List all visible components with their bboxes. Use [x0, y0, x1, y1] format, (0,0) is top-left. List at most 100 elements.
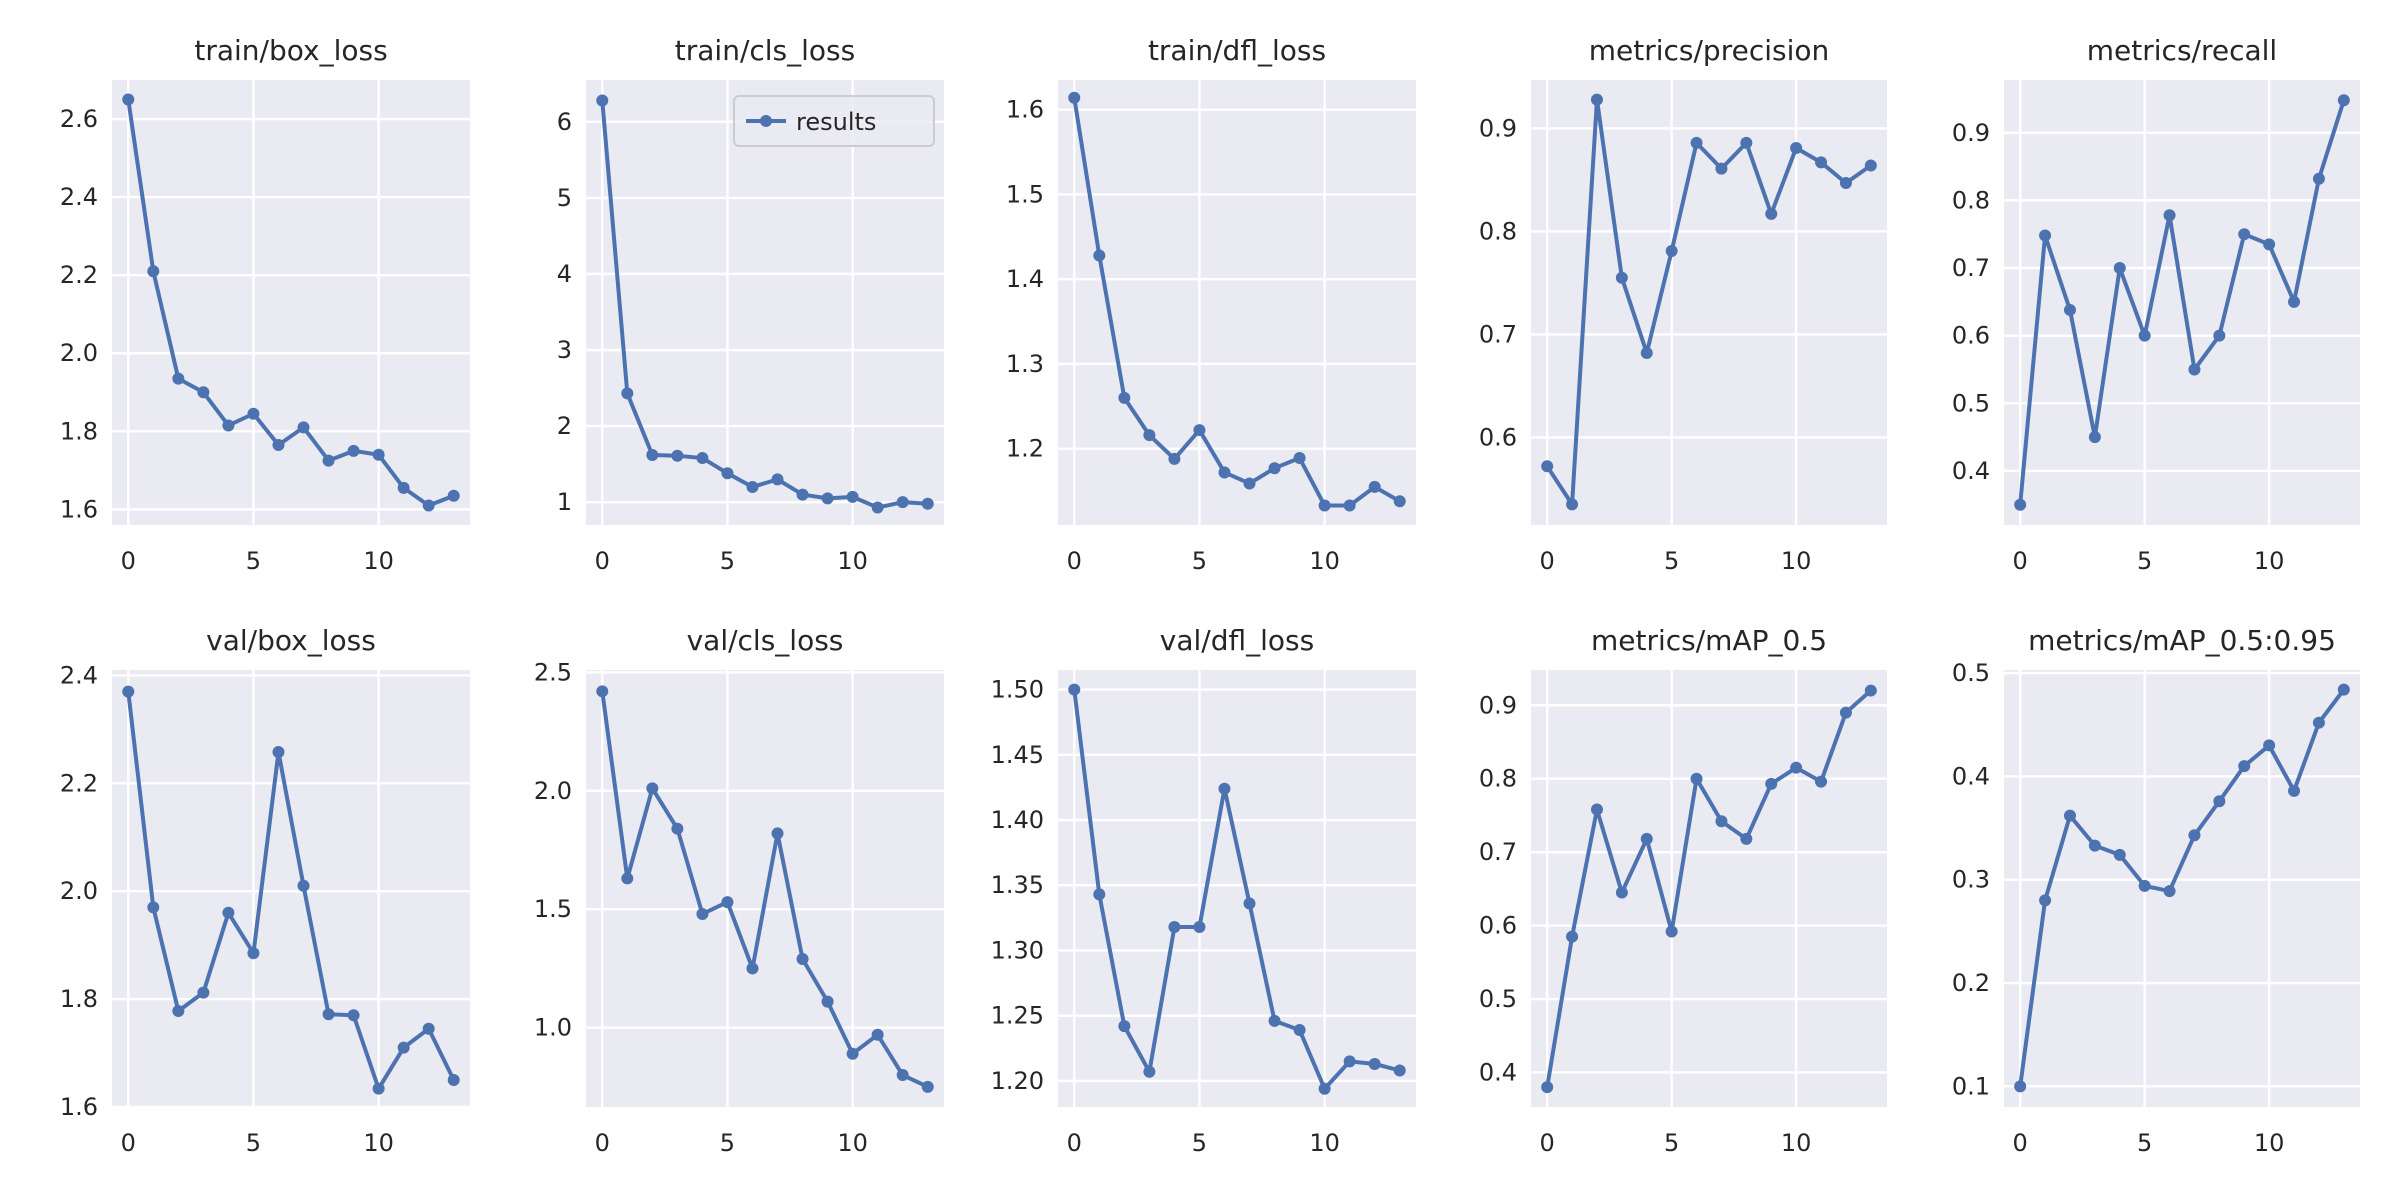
x-tick-label: 10	[2254, 547, 2285, 575]
data-point	[596, 685, 609, 698]
y-tick-label: 2.4	[60, 183, 98, 211]
x-tick-label: 5	[1192, 547, 1207, 575]
subplot-train-dfl-loss: 1.2 1.3 1.4 1.5 1.6 0 5 10 train/dfl_loss	[1006, 34, 1416, 575]
data-point	[2312, 716, 2325, 729]
y-tick-label: 1.50	[991, 676, 1044, 704]
data-point	[1168, 452, 1181, 465]
data-point	[1193, 920, 1206, 933]
data-point	[921, 497, 934, 510]
data-point	[2113, 848, 2126, 861]
y-tick-label: 0.8	[1952, 186, 1990, 214]
x-tick-label: 5	[1664, 1129, 1679, 1157]
x-tick-label: 5	[2137, 547, 2152, 575]
data-point	[2337, 683, 2350, 696]
data-point	[871, 1028, 884, 1041]
data-point	[621, 387, 634, 400]
series-line-results	[1072, 689, 1401, 1091]
data-point	[197, 986, 210, 999]
x-tick-label: 0	[121, 1129, 136, 1157]
data-point	[1864, 684, 1877, 697]
data-point	[1640, 832, 1653, 845]
y-tick-label: 2.0	[534, 777, 572, 805]
x-tick-label: 10	[1781, 1129, 1812, 1157]
data-point	[1143, 1065, 1156, 1078]
data-point	[1541, 460, 1554, 473]
data-point	[1590, 803, 1603, 816]
axes-background	[112, 80, 470, 525]
data-point	[1168, 920, 1181, 933]
subplot-title: metrics/mAP_0.5:0.95	[2028, 624, 2336, 657]
data-point	[696, 452, 709, 465]
x-tick-label: 0	[595, 1129, 610, 1157]
x-tick-label: 5	[246, 547, 261, 575]
data-point	[147, 901, 160, 914]
y-tick-label: 2.2	[60, 261, 98, 289]
x-tick-label: 10	[1309, 1129, 1340, 1157]
data-point	[1566, 498, 1579, 511]
data-point	[721, 467, 734, 480]
data-point	[322, 454, 335, 467]
y-tick-label: 1.3	[1006, 350, 1044, 378]
axes-background	[2004, 670, 2360, 1107]
x-tick-label: 5	[1664, 547, 1679, 575]
data-point	[1318, 499, 1331, 512]
x-tick-label: 5	[1192, 1129, 1207, 1157]
y-tick-label: 0.5	[1479, 985, 1517, 1013]
data-point	[2014, 498, 2027, 511]
data-point	[1118, 1020, 1131, 1033]
y-tick-label: 1.25	[991, 1002, 1044, 1030]
y-tick-label: 0.3	[1952, 866, 1990, 894]
subplot-title: train/dfl_loss	[1148, 34, 1326, 67]
x-tick-label: 10	[2254, 1129, 2285, 1157]
x-tick-label: 5	[720, 1129, 735, 1157]
data-point	[2263, 739, 2276, 752]
data-point	[1368, 1057, 1381, 1070]
y-tick-label: 1.40	[991, 806, 1044, 834]
y-tick-label: 0.6	[1952, 322, 1990, 350]
data-point	[696, 907, 709, 920]
data-point	[1790, 761, 1803, 774]
y-tick-label: 1.6	[60, 495, 98, 523]
data-point	[846, 1047, 859, 1060]
x-tick-label: 5	[246, 1129, 261, 1157]
subplot-title: train/box_loss	[194, 34, 387, 67]
x-tick-label: 10	[363, 1129, 394, 1157]
data-point	[796, 488, 809, 501]
y-tick-label: 2	[557, 412, 572, 440]
subplot-title: train/cls_loss	[675, 34, 855, 67]
data-point	[1839, 177, 1852, 190]
y-tick-label: 0.8	[1479, 765, 1517, 793]
x-tick-label: 0	[1067, 1129, 1082, 1157]
x-tick-label: 0	[1540, 1129, 1555, 1157]
data-point	[2238, 228, 2251, 241]
data-point	[1665, 244, 1678, 257]
data-point	[1243, 477, 1256, 490]
x-tick-label: 0	[1067, 547, 1082, 575]
data-point	[347, 1009, 360, 1022]
subplot-val-dfl-loss: 1.20 1.25 1.30 1.35 1.40 1.45 1.50 0 5 10 val/dfl_…	[991, 624, 1416, 1157]
data-point	[921, 1080, 934, 1093]
data-point	[422, 1022, 435, 1035]
data-point	[1815, 775, 1828, 788]
data-point	[746, 962, 759, 975]
data-point	[2039, 229, 2052, 242]
x-tick-label: 5	[2137, 1129, 2152, 1157]
series-line-results	[2018, 688, 2346, 1087]
data-point	[1790, 141, 1803, 154]
data-point	[1343, 499, 1356, 512]
data-point	[671, 822, 684, 835]
y-tick-label: 0.4	[1479, 1058, 1517, 1086]
y-tick-label: 0.5	[1952, 389, 1990, 417]
y-tick-label: 0.5	[1952, 659, 1990, 687]
y-tick-label: 0.8	[1479, 217, 1517, 245]
data-point	[372, 1082, 385, 1095]
data-point	[322, 1008, 335, 1021]
data-point	[2238, 760, 2251, 773]
y-tick-label: 1.0	[534, 1014, 572, 1042]
data-point	[197, 386, 210, 399]
data-point	[397, 1041, 410, 1054]
data-point	[1566, 930, 1579, 943]
data-point	[272, 438, 285, 451]
y-tick-label: 4	[557, 260, 572, 288]
